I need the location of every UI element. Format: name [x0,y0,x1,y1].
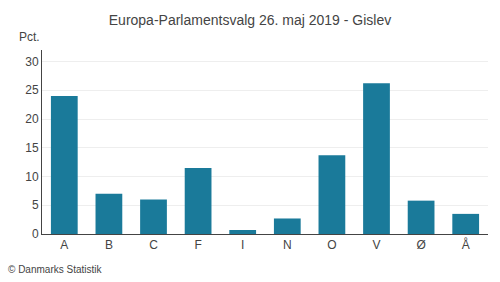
svg-text:I: I [241,238,244,252]
svg-text:5: 5 [32,198,39,212]
svg-text:O: O [327,238,336,252]
svg-text:B: B [105,238,113,252]
svg-text:N: N [283,238,292,252]
svg-text:30: 30 [25,55,39,69]
svg-text:Å: Å [462,237,470,252]
svg-text:Pct.: Pct. [19,30,40,44]
svg-text:20: 20 [25,112,39,126]
svg-text:F: F [194,238,201,252]
svg-text:V: V [372,238,380,252]
svg-text:25: 25 [25,83,39,97]
svg-text:0: 0 [32,227,39,241]
svg-text:C: C [149,238,158,252]
svg-text:A: A [60,238,68,252]
svg-text:10: 10 [25,170,39,184]
svg-text:15: 15 [25,141,39,155]
svg-text:Ø: Ø [416,238,425,252]
svg-text:Europa-Parlamentsvalg 26. maj: Europa-Parlamentsvalg 26. maj 2019 - Gis… [109,12,391,28]
svg-text:© Danmarks Statistik: © Danmarks Statistik [8,264,103,275]
